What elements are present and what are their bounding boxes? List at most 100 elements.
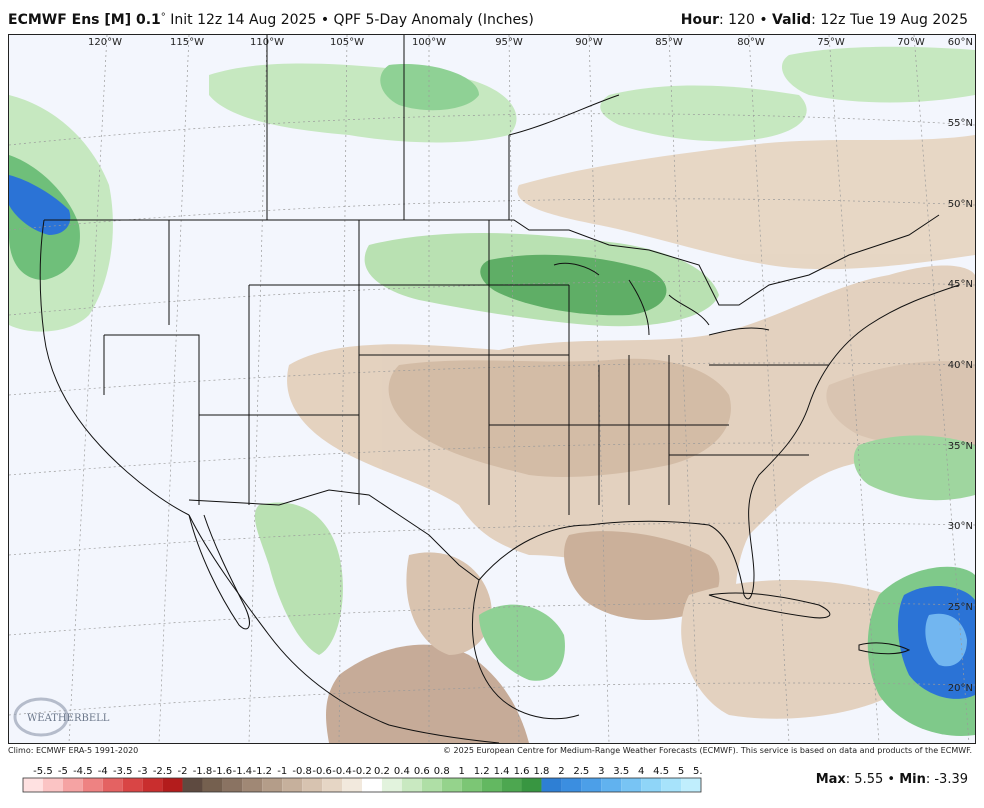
dry-area-core — [388, 358, 731, 477]
colorbar-tick-label: -1.2 — [253, 766, 273, 777]
colorbar-swatch — [481, 778, 502, 792]
baja-california — [188, 514, 250, 630]
colorbar-tick-label: -5.5 — [33, 766, 53, 777]
lat-label: 60°N — [948, 37, 973, 48]
colorbar-tick-label: 2 — [558, 766, 564, 777]
colorbar-swatch — [521, 778, 542, 792]
colorbar-tick-label: -0.6 — [312, 766, 332, 777]
wet-area-atlantic — [853, 435, 975, 501]
colorbar-tick-label: 3 — [598, 766, 604, 777]
colorbar-tick-label: -0.8 — [292, 766, 312, 777]
dry-anomaly-areas — [287, 135, 975, 743]
meridian-120w — [68, 35, 108, 743]
dry-area-atlantic — [826, 361, 975, 455]
colorbar-tick-label: -4.5 — [73, 766, 93, 777]
colorbar-tick-label: -2 — [178, 766, 188, 777]
max-min-stats: Max: 5.55 • Min: -3.39 — [816, 772, 968, 787]
dry-area-caribbean — [681, 580, 927, 719]
meridian-110w — [248, 35, 268, 743]
meridian-105w — [338, 35, 348, 743]
colorbar-swatch — [282, 778, 303, 792]
colorbar-tick-label: 4.5 — [653, 766, 669, 777]
header: ECMWF Ens [M] 0.1° Init 12z 14 Aug 2025 … — [0, 0, 984, 34]
colorbar-swatch — [302, 778, 323, 792]
lon-label: 110°W — [250, 37, 284, 48]
great-lakes — [553, 262, 770, 336]
header-title: ECMWF Ens [M] 0.1° Init 12z 14 Aug 2025 … — [8, 12, 534, 28]
colorbar-tick-label: -1.8 — [193, 766, 213, 777]
dry-area-mexico — [326, 644, 529, 743]
colorbar-tick-label: -0.4 — [332, 766, 352, 777]
wet-area-labrador — [781, 46, 975, 103]
colorbar-swatch — [561, 778, 582, 792]
degree-symbol: ° — [160, 12, 166, 23]
lon-label: 95°W — [495, 37, 523, 48]
logo-swirl-icon — [13, 697, 69, 737]
parallel-45n — [9, 280, 975, 316]
wet-area-quebec — [600, 85, 807, 142]
colorbar-swatch — [362, 778, 382, 792]
header-valid: Hour: 120 • Valid: 12z Tue 19 Aug 2025 — [681, 12, 968, 28]
meridian-90w — [588, 35, 610, 743]
meridian-75w — [828, 35, 880, 743]
colorbar-tick-label: 1.2 — [474, 766, 490, 777]
colorbar-tick-label: -1.4 — [233, 766, 253, 777]
lat-label: 50°N — [948, 199, 973, 210]
us-mexico-border — [188, 489, 480, 581]
lat-label: 20°N — [948, 683, 973, 694]
graticule — [9, 35, 975, 743]
colorbar-swatch — [322, 778, 343, 792]
meridian-85w — [668, 35, 700, 743]
colorbar-border — [22, 777, 702, 793]
lat-label: 40°N — [948, 360, 973, 371]
colorbar-swatch — [461, 778, 482, 792]
us-west-coast — [39, 219, 190, 516]
weatherbell-logo: WEATHERBELL — [13, 697, 110, 737]
colorbar-tick-label: 0.8 — [434, 766, 450, 777]
colorbar-swatch — [242, 778, 263, 792]
hour-value: : 120 • — [718, 12, 773, 28]
min-value: : -3.39 — [925, 772, 968, 787]
colorbar-tick-label: -0.2 — [352, 766, 372, 777]
colorbar-swatch — [82, 778, 103, 792]
colorbar-swatch — [23, 778, 43, 792]
lon-label: 85°W — [655, 37, 683, 48]
colorbar-tick-label: 1 — [459, 766, 465, 777]
min-label: Min — [899, 772, 926, 787]
colorbar-swatch — [222, 778, 243, 792]
climo-note: Climo: ECMWF ERA-5 1991-2020 — [8, 746, 139, 755]
colorbar-swatch — [401, 778, 422, 792]
colorbar-tick-label: 3.5 — [613, 766, 629, 777]
colorbar-tick-label: 5 — [678, 766, 684, 777]
lon-label: 70°W — [897, 37, 925, 48]
lat-label: 25°N — [948, 602, 973, 613]
state-lines-central — [488, 220, 829, 515]
colorbar-swatch — [202, 778, 223, 792]
colorbar-swatch — [541, 778, 562, 792]
colorbar-tick-label: 1.6 — [514, 766, 530, 777]
model-name: ECMWF Ens [M] 0.1 — [8, 12, 161, 28]
wet-anomaly-areas — [9, 46, 975, 736]
colorbar-tick-label: 1.8 — [534, 766, 550, 777]
latitude-labels: 60°N 55°N 50°N 45°N 40°N 35°N 30°N 25°N … — [948, 37, 973, 694]
lon-label: 90°W — [575, 37, 603, 48]
colorbar-tick-label: -5 — [58, 766, 68, 777]
colorbar-legend: -5.5 -5 -4.5 -4 -3.5 -3 -2.5 -2 -1.8 -1.6 -1.4 -1.2… — [22, 766, 702, 793]
canada-provinces — [266, 35, 620, 220]
colorbar-swatch — [142, 778, 163, 792]
lon-label: 115°W — [170, 37, 204, 48]
colorbar-swatch — [421, 778, 442, 792]
colorbar-swatch — [581, 778, 602, 792]
colorbar-swatch — [62, 778, 83, 792]
colorbar-swatch — [162, 778, 183, 792]
lon-label: 75°W — [817, 37, 845, 48]
max-value: : 5.55 • — [845, 772, 900, 787]
longitude-labels: 120°W 115°W 110°W 105°W 100°W 95°W 90°W … — [88, 37, 925, 48]
mexico-outline — [188, 514, 580, 743]
parallel-20n — [9, 682, 975, 716]
colorbar-tick-label: 4 — [638, 766, 644, 777]
lon-label: 80°W — [737, 37, 765, 48]
lon-label: 105°W — [330, 37, 364, 48]
init-info: Init 12z 14 Aug 2025 • QPF 5-Day Anomaly… — [165, 12, 534, 28]
colorbar-swatch — [182, 778, 203, 792]
